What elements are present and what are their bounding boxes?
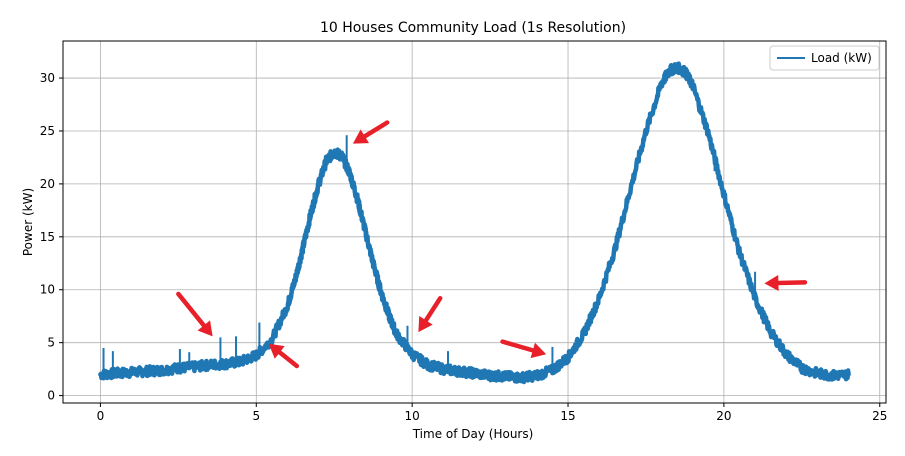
x-tick-label: 10 bbox=[405, 409, 420, 423]
y-tick-label: 0 bbox=[47, 389, 55, 403]
legend-label: Load (kW) bbox=[811, 51, 872, 65]
y-tick-label: 25 bbox=[40, 124, 55, 138]
red-arrow bbox=[764, 275, 808, 292]
red-arrow bbox=[176, 291, 213, 337]
x-axis-label: Time of Day (Hours) bbox=[412, 427, 534, 441]
red-arrow-head bbox=[268, 343, 285, 359]
series-line bbox=[98, 61, 851, 385]
red-arrow bbox=[352, 120, 390, 144]
legend-box bbox=[769, 45, 880, 71]
annotations-layer bbox=[176, 120, 808, 369]
series-layer bbox=[98, 61, 851, 385]
x-tick-label: 25 bbox=[872, 409, 887, 423]
grid bbox=[63, 41, 886, 403]
red-arrow-head bbox=[418, 315, 433, 333]
red-arrow-shaft bbox=[362, 120, 390, 139]
red-arrow-head bbox=[764, 275, 779, 292]
red-arrow-shaft bbox=[277, 350, 300, 369]
red-arrow-shaft bbox=[500, 339, 536, 353]
x-tick-label: 0 bbox=[97, 409, 105, 423]
x-tick-label: 15 bbox=[560, 409, 575, 423]
ticks: 0 5 10 15 20 25 0 5 10 15 20 25 30 bbox=[40, 71, 888, 423]
y-tick-label: 20 bbox=[40, 177, 55, 191]
red-arrow-shaft bbox=[776, 280, 808, 286]
red-arrow bbox=[500, 339, 547, 359]
red-arrow-head bbox=[197, 320, 213, 337]
y-tick-label: 30 bbox=[40, 71, 55, 85]
x-tick-label: 5 bbox=[252, 409, 260, 423]
red-arrow-head bbox=[352, 129, 370, 144]
y-tick-label: 15 bbox=[40, 230, 55, 244]
red-arrow-shaft bbox=[423, 295, 443, 323]
chart-title: 10 Houses Community Load (1s Resolution) bbox=[320, 20, 626, 36]
y-axis-label: Power (kW) bbox=[21, 188, 35, 256]
plot-frame bbox=[62, 40, 887, 404]
red-arrow bbox=[268, 343, 300, 369]
y-tick-label: 10 bbox=[40, 283, 55, 297]
red-arrow-shaft bbox=[176, 291, 207, 328]
red-arrow-head bbox=[530, 342, 547, 359]
legend: Load (kW) bbox=[769, 45, 880, 71]
red-arrow bbox=[418, 295, 443, 333]
x-tick-label: 20 bbox=[716, 409, 731, 423]
y-tick-label: 5 bbox=[47, 336, 55, 350]
